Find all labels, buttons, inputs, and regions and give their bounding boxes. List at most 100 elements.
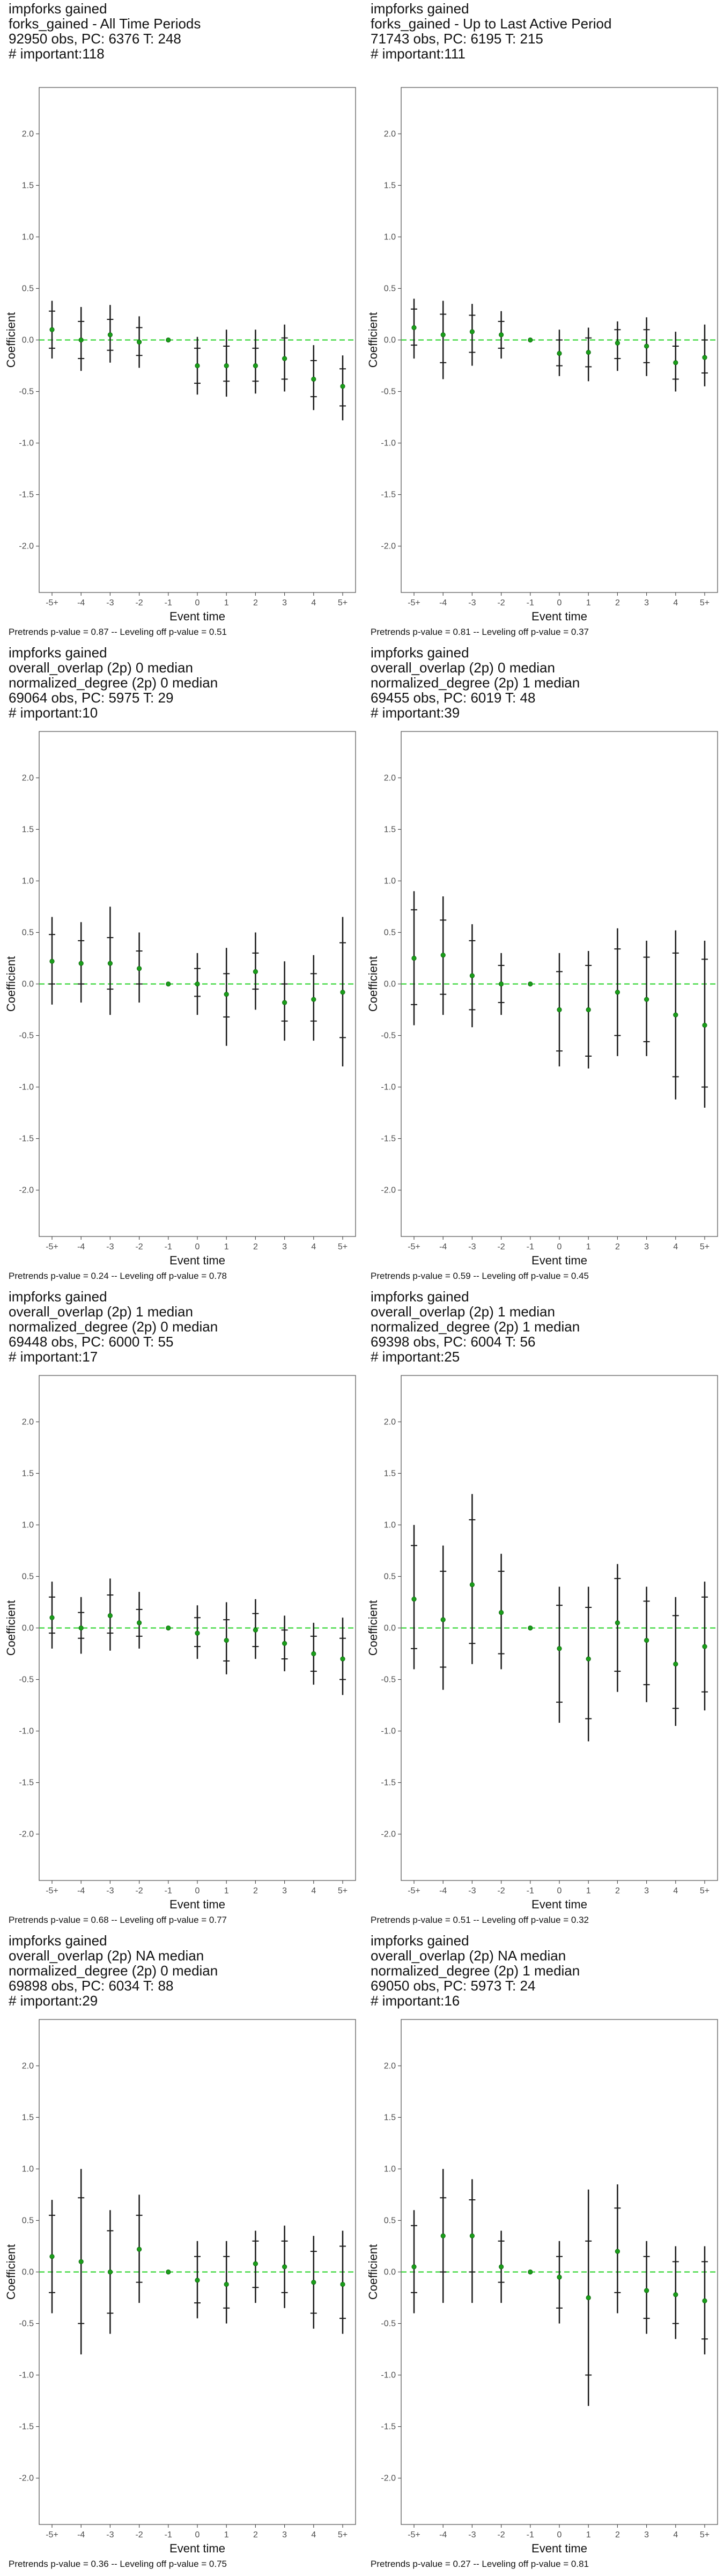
coefficient-point: [499, 2264, 504, 2270]
coefficient-point: [702, 1022, 707, 1028]
coefficient-point: [411, 955, 417, 961]
x-tick-label: 0: [557, 2530, 562, 2540]
panel-title-line: # important:39: [371, 705, 460, 721]
coefficient-point: [195, 1630, 200, 1636]
y-tick-label: 2.0: [384, 129, 396, 138]
x-tick-label: 3: [282, 2530, 287, 2540]
coefficient-point: [49, 327, 55, 332]
x-tick-label: 1: [224, 1886, 229, 1896]
y-tick-label: 1.0: [384, 2164, 396, 2174]
x-tick-label: 5+: [700, 2530, 710, 2540]
y-axis-label: Coefficient: [366, 1600, 380, 1656]
x-tick-label: 5+: [338, 598, 348, 608]
coefficient-point: [137, 1620, 142, 1626]
coefficient-point: [253, 969, 258, 975]
x-tick-label: 1: [586, 1886, 591, 1896]
panel-title-line: # important:118: [9, 46, 105, 62]
event-study-panel: impforks gained overall_overlap (2p) NA m…: [0, 1932, 362, 2576]
coefficient-point: [673, 1662, 678, 1667]
x-tick-label: -1: [165, 598, 172, 608]
coefficient-point: [499, 1610, 504, 1615]
x-tick-label: -5+: [408, 598, 420, 608]
coefficient-point: [411, 2264, 417, 2270]
y-tick-label: 1.0: [384, 1520, 396, 1529]
coefficient-point: [557, 1646, 562, 1651]
coefficient-point: [195, 363, 200, 369]
y-tick-label: -1.0: [381, 1727, 396, 1736]
coefficient-point: [586, 2295, 591, 2301]
y-tick-label: 1.5: [22, 2113, 34, 2122]
coefficient-point: [282, 1000, 287, 1005]
chart-svg: -2.0 -1.5 -1.0 -0.5 0.0 0.5 1.0 1.5 2.0 -5+ -4 -3 -2…: [366, 87, 718, 623]
x-tick-label: 4: [673, 1886, 678, 1896]
x-tick-label: 2: [253, 598, 258, 608]
y-tick-label: -2.0: [19, 542, 34, 551]
x-tick-label: -2: [497, 2530, 505, 2540]
panel-title-line: impforks gained: [371, 1289, 469, 1305]
coefficient-point: [440, 2233, 446, 2238]
coefficient-point: [311, 1651, 316, 1657]
coefficient-point: [557, 350, 562, 356]
coefficient-point: [411, 1597, 417, 1602]
coefficient-point: [253, 363, 258, 369]
panel-title-line: 69455 obs, PC: 6019 T: 48: [371, 690, 536, 706]
y-tick-label: 1.0: [22, 232, 34, 241]
y-tick-label: 2.0: [22, 2061, 34, 2070]
y-tick-label: -1.5: [19, 2423, 34, 2432]
coefficient-point: [644, 997, 649, 1002]
event-study-panel: impforks gained forks_gained - Up to Last…: [362, 0, 724, 644]
x-tick-label: 3: [282, 598, 287, 608]
y-tick-label: -2.0: [19, 1830, 34, 1839]
coefficient-point: [340, 990, 345, 995]
panel-title-line: impforks gained: [9, 645, 107, 661]
y-tick-label: -1.0: [19, 1727, 34, 1736]
x-tick-label: 2: [253, 1242, 258, 1252]
x-tick-label: 5+: [700, 598, 710, 608]
coefficient-point: [644, 2288, 649, 2293]
x-tick-label: -1: [165, 1242, 172, 1252]
y-tick-label: 1.0: [384, 876, 396, 885]
coefficient-point: [195, 981, 200, 987]
x-tick-label: 4: [673, 1242, 678, 1252]
coefficient-point: [644, 343, 649, 349]
y-tick-label: -0.5: [19, 387, 34, 397]
x-tick-label: 2: [615, 1886, 620, 1896]
coefficient-point: [440, 953, 446, 958]
x-tick-label: 2: [253, 2530, 258, 2540]
coefficient-point: [107, 332, 113, 338]
y-tick-label: -1.5: [381, 1135, 396, 1144]
coefficient-point: [282, 1641, 287, 1646]
x-tick-label: 2: [615, 2530, 620, 2540]
y-tick-label: -1.0: [381, 2371, 396, 2380]
x-tick-label: 1: [586, 598, 591, 608]
panel-title-line: impforks gained: [9, 1933, 107, 1949]
x-tick-label: -2: [135, 1242, 143, 1252]
y-tick-label: 0.5: [384, 928, 396, 937]
panel-title-line: 69898 obs, PC: 6034 T: 88: [9, 1978, 174, 1994]
coefficient-point: [107, 1613, 113, 1619]
y-tick-label: -1.5: [19, 1779, 34, 1788]
x-tick-label: 4: [311, 1242, 316, 1252]
x-tick-label: 3: [644, 1242, 649, 1252]
y-tick-label: 0.0: [384, 980, 396, 989]
coefficient-point: [166, 337, 171, 343]
x-tick-label: -1: [527, 2530, 534, 2540]
y-tick-label: 1.0: [22, 876, 34, 885]
x-tick-label: 3: [282, 1886, 287, 1896]
pvalue-footer: Pretrends p-value = 0.24 -- Leveling off…: [9, 1271, 227, 1281]
y-tick-label: 1.5: [22, 1469, 34, 1478]
coefficient-point: [615, 340, 620, 346]
pvalue-footer: Pretrends p-value = 0.27 -- Leveling off…: [371, 2559, 589, 2569]
coefficient-point: [78, 961, 84, 966]
panel-title: impforks gained overall_overlap (2p) NA m…: [371, 1933, 580, 2008]
panel-title-line: overall_overlap (2p) 1 median: [9, 1304, 193, 1320]
event-study-panel: impforks gained forks_gained - All Time P…: [0, 0, 362, 644]
x-tick-label: -5+: [46, 2530, 58, 2540]
x-tick-label: -3: [468, 598, 476, 608]
coefficient-point: [224, 992, 229, 997]
panel-title-line: # important:16: [371, 1993, 460, 2009]
y-tick-label: -0.5: [19, 1031, 34, 1041]
coefficient-point: [586, 1656, 591, 1662]
coefficient-point: [673, 360, 678, 365]
y-tick-label: -2.0: [19, 2474, 34, 2483]
